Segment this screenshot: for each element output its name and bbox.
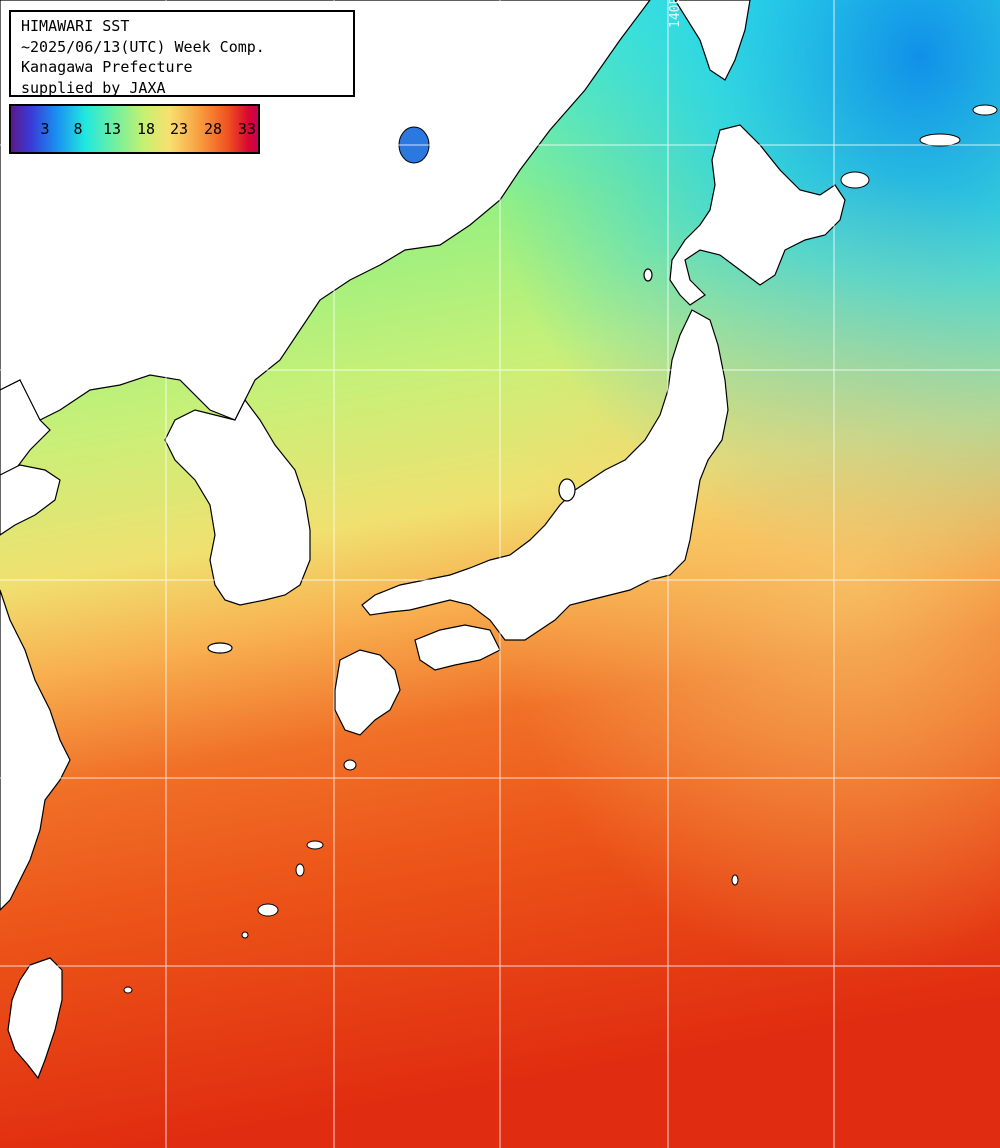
legend-tick: 8 (73, 120, 83, 138)
title-line-1: HIMAWARI SST (21, 17, 130, 35)
korean-peninsula (164, 398, 311, 606)
title-line-3: Kanagawa Prefecture (21, 58, 193, 76)
legend-tick: 23 (169, 120, 189, 138)
legend-tick: 28 (203, 120, 223, 138)
title-box: HIMAWARI SST ~2025/06/13(UTC) Week Comp.… (9, 10, 355, 97)
legend-tick: 13 (102, 120, 122, 138)
lon-label: 140E (668, 0, 683, 28)
legend-tick: 18 (136, 120, 156, 138)
china-east-coast (0, 589, 71, 911)
tsushima (207, 642, 233, 654)
hokkaido (669, 124, 846, 306)
shikoku (414, 624, 501, 671)
color-scale-legend: 3 8 13 18 23 28 33 (9, 104, 260, 154)
sado-island (558, 478, 576, 502)
honshu (361, 309, 729, 641)
shandong (0, 464, 61, 536)
sakhalin-area (674, 0, 751, 81)
title-line-4: supplied by JAXA (21, 78, 166, 97)
island-chains (123, 104, 998, 994)
legend-tick: 33 (237, 120, 257, 138)
title-line-2: ~2025/06/13(UTC) Week Comp. (21, 37, 265, 56)
taiwan (7, 957, 63, 1080)
okushiri (643, 268, 653, 282)
legend-tick: 3 (40, 120, 50, 138)
lat-label: 40N (12, 354, 36, 369)
kyushu (334, 649, 401, 736)
legend-tick-labels: 3 8 13 18 23 28 33 (11, 120, 258, 140)
